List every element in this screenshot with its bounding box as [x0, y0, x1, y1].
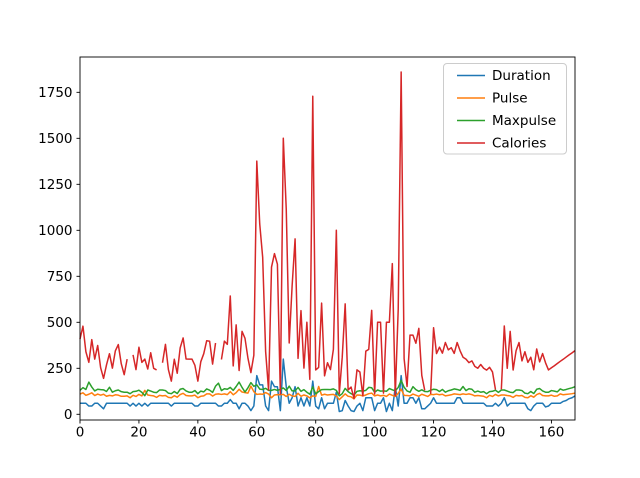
maxpulse-line — [79, 379, 576, 397]
x-tick-label: 140 — [480, 425, 506, 441]
duration-legend-label: Duration — [492, 68, 551, 84]
y-tick-label: 1500 — [38, 131, 72, 147]
legend: Duration Pulse Maxpulse Calories — [443, 63, 567, 155]
x-tick-label: 120 — [421, 425, 447, 441]
y-tick-label: 1250 — [38, 177, 72, 193]
legend-entry-calories: Calories — [457, 136, 546, 152]
calories-line — [79, 71, 576, 400]
y-axis: 0 250 500 750 1000 1250 1500 1750 — [38, 85, 80, 423]
y-tick-label: 1750 — [38, 85, 72, 101]
y-tick-label: 1000 — [38, 223, 72, 239]
y-tick-label: 250 — [47, 361, 73, 377]
axes-spines — [79, 56, 576, 421]
x-tick-label: 0 — [76, 425, 85, 441]
x-tick-label: 160 — [539, 425, 565, 441]
y-tick-label: 500 — [47, 315, 73, 331]
pulse-line — [79, 385, 576, 401]
calories-legend-label: Calories — [492, 136, 546, 152]
legend-entry-pulse: Pulse — [457, 91, 528, 107]
pulse-legend-label: Pulse — [492, 91, 528, 107]
plot-lines — [79, 71, 576, 413]
x-tick-label: 20 — [130, 425, 147, 441]
legend-box — [443, 63, 567, 155]
x-tick-label: 100 — [362, 425, 388, 441]
x-tick-label: 80 — [307, 425, 324, 441]
legend-entry-maxpulse: Maxpulse — [457, 113, 556, 129]
y-tick-label: 0 — [64, 407, 73, 423]
x-tick-label: 60 — [248, 425, 265, 441]
duration-line — [80, 358, 576, 413]
x-axis: 0 20 40 60 80 100 120 140 160 — [76, 420, 565, 441]
legend-entry-duration: Duration — [457, 68, 551, 84]
maxpulse-legend-label: Maxpulse — [492, 113, 556, 129]
x-tick-label: 40 — [189, 425, 206, 441]
y-tick-label: 750 — [47, 269, 73, 285]
